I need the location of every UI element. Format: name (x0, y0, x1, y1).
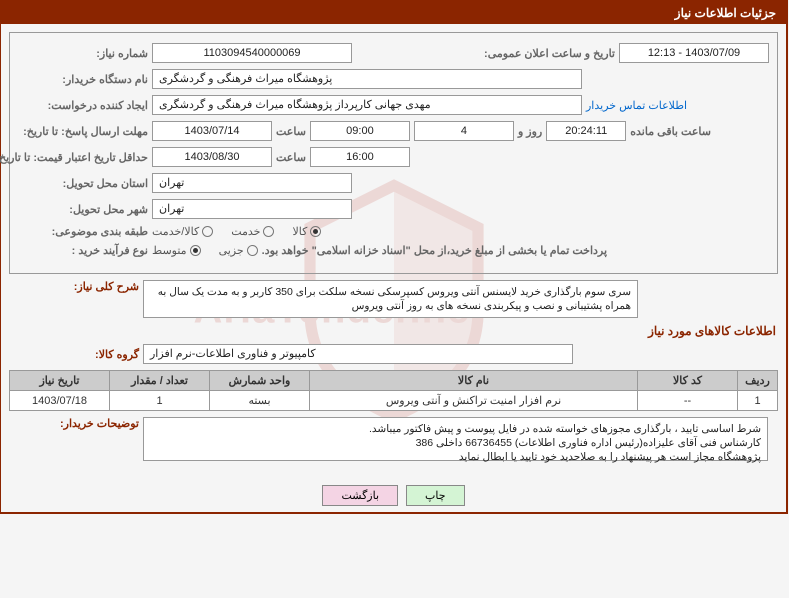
remain-label: ساعت باقی مانده (631, 125, 712, 138)
th-unit: واحد شمارش (211, 371, 311, 391)
page-title: جزئیات اطلاعات نیاز (2, 2, 787, 24)
days-label: روز و (519, 125, 543, 138)
need-no-value: 1103094540000069 (153, 43, 353, 63)
radio-medium[interactable] (191, 245, 202, 256)
radio-service[interactable] (264, 226, 275, 237)
category-radio-group: کالا خدمت کالا/خدمت (153, 225, 322, 238)
desc-text: سری سوم بارگذاری خرید لایسنس آنتی ویروس … (144, 280, 639, 318)
contact-link[interactable]: اطلاعات تماس خریدار (587, 99, 688, 112)
th-code: کد کالا (639, 371, 739, 391)
group-label: گروه کالا: (10, 348, 140, 361)
time-label-1: ساعت (277, 125, 307, 138)
deadline-date: 1403/07/14 (153, 121, 273, 141)
th-name: نام کالا (311, 371, 639, 391)
radio-goods[interactable] (311, 226, 322, 237)
requester-value: مهدی جهانی کارپرداز پژوهشگاه میراث فرهنگ… (153, 95, 583, 115)
buyer-org-label: نام دستگاه خریدار: (19, 73, 149, 86)
time-remaining: 20:24:11 (547, 121, 627, 141)
validity-time: 16:00 (311, 147, 411, 167)
buyer-notes-text: شرط اساسی تایید ، بارگذاری مجوزهای خواست… (144, 417, 769, 461)
print-button[interactable]: چاپ (407, 485, 466, 506)
goods-table: ردیف کد کالا نام کالا واحد شمارش تعداد /… (10, 370, 779, 411)
province-value: تهران (153, 173, 353, 193)
deadline-label: مهلت ارسال پاسخ: تا تاریخ: (19, 125, 149, 138)
group-value: کامپیوتر و فناوری اطلاعات-نرم افزار (144, 344, 574, 364)
process-label: نوع فرآیند خرید : (19, 244, 149, 257)
announce-value: 1403/07/09 - 12:13 (620, 43, 770, 63)
days-remaining: 4 (415, 121, 515, 141)
announce-label: تاریخ و ساعت اعلان عمومی: (451, 47, 616, 60)
deadline-time: 09:00 (311, 121, 411, 141)
buyer-notes-label: توضیحات خریدار: (10, 417, 140, 430)
payment-note: پرداخت تمام یا بخشی از مبلغ خرید،از محل … (263, 244, 608, 257)
process-radio-group: جزیی متوسط (153, 244, 259, 257)
th-date: تاریخ نیاز (11, 371, 111, 391)
th-qty: تعداد / مقدار (111, 371, 211, 391)
goods-section-title: اطلاعات کالاهای مورد نیاز (10, 324, 777, 338)
validity-date: 1403/08/30 (153, 147, 273, 167)
radio-partial[interactable] (248, 245, 259, 256)
buyer-org-value: پژوهشگاه میراث فرهنگی و گردشگری (153, 69, 583, 89)
desc-label: شرح کلی نیاز: (10, 280, 140, 293)
back-button[interactable]: بازگشت (323, 485, 399, 506)
category-label: طبقه بندی موضوعی: (19, 225, 149, 238)
requester-label: ایجاد کننده درخواست: (19, 99, 149, 112)
province-label: استان محل تحویل: (19, 177, 149, 190)
need-no-label: شماره نیاز: (19, 47, 149, 60)
th-row: ردیف (739, 371, 779, 391)
radio-both[interactable] (203, 226, 214, 237)
table-row: 1 -- نرم افزار امنیت تراکنش و آنتی ویروس… (11, 391, 779, 411)
city-value: تهران (153, 199, 353, 219)
validity-label: حداقل تاریخ اعتبار قیمت: تا تاریخ: (19, 151, 149, 164)
time-label-2: ساعت (277, 151, 307, 164)
city-label: شهر محل تحویل: (19, 203, 149, 216)
